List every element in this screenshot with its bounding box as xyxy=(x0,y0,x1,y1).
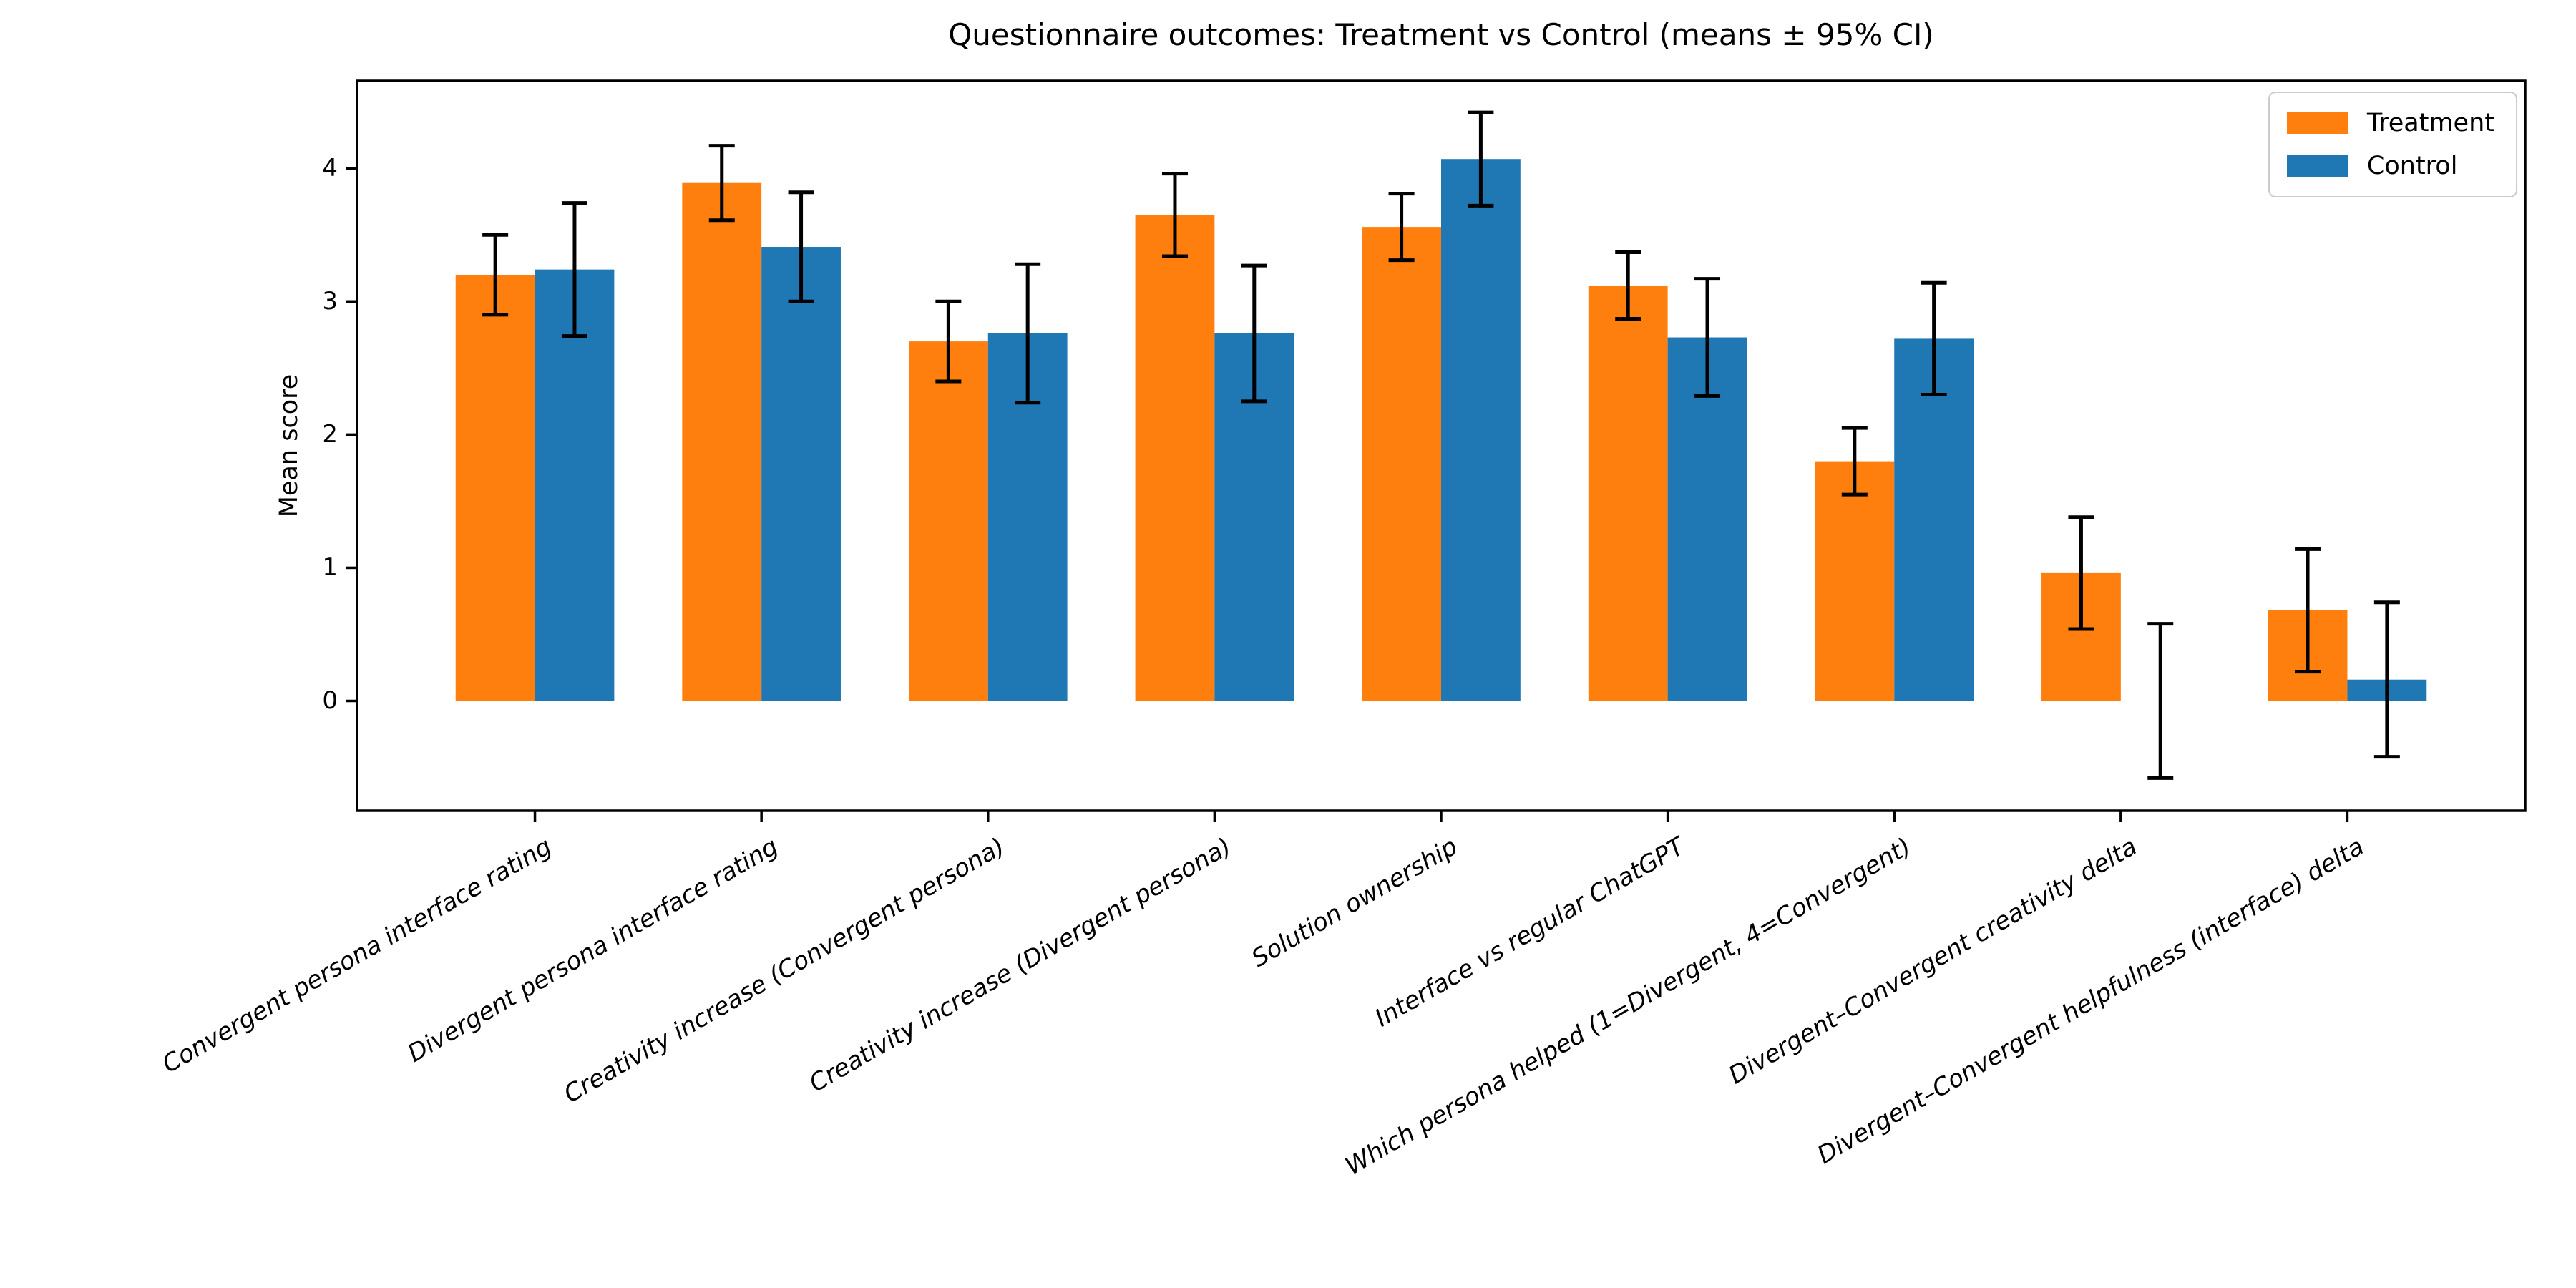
bar-control-1 xyxy=(761,247,841,701)
y-tick-label-2: 2 xyxy=(322,420,338,449)
y-tick-label-1: 1 xyxy=(322,553,338,582)
y-tick-label-0: 0 xyxy=(322,686,338,716)
bar-treatment-2 xyxy=(908,341,988,701)
bar-control-6 xyxy=(1894,338,1974,701)
bar-treatment-0 xyxy=(455,275,535,701)
legend-item-treatment: Treatment xyxy=(2286,109,2494,137)
bar-treatment-5 xyxy=(1588,285,1668,701)
bar-control-0 xyxy=(535,269,615,701)
y-tick-label-4: 4 xyxy=(322,154,338,183)
y-tick-label-3: 3 xyxy=(322,287,338,316)
chart-title: Questionnaire outcomes: Treatment vs Con… xyxy=(948,17,1934,52)
legend: Treatment Control xyxy=(2268,92,2517,197)
bar-treatment-6 xyxy=(1815,461,1895,701)
control-color-swatch xyxy=(2286,155,2348,177)
legend-label-control: Control xyxy=(2366,152,2458,180)
legend-item-control: Control xyxy=(2286,152,2494,180)
bar-treatment-3 xyxy=(1135,215,1215,701)
bar-treatment-4 xyxy=(1362,227,1441,701)
y-axis-label: Mean score xyxy=(275,374,303,518)
bar-control-4 xyxy=(1441,159,1521,701)
bar-treatment-1 xyxy=(682,182,762,701)
treatment-color-swatch xyxy=(2286,112,2348,134)
bar-control-5 xyxy=(1667,337,1747,701)
legend-label-treatment: Treatment xyxy=(2366,109,2494,137)
